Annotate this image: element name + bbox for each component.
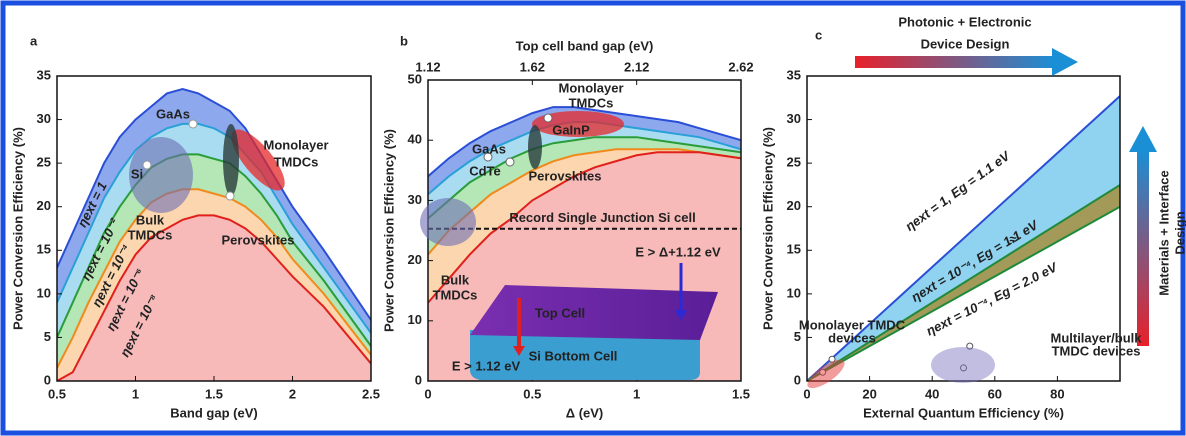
bulk-region: [420, 198, 476, 246]
y-tick-label: 0: [44, 372, 51, 387]
annotation: TMDCs: [569, 95, 614, 110]
annotation: GaAs: [472, 141, 506, 156]
annotation: Materials + Interface: [1156, 170, 1171, 295]
annotation: TMDCs: [433, 287, 478, 302]
x2-axis-title: Top cell band gap (eV): [516, 38, 654, 53]
annotation: Perovskites: [222, 232, 295, 247]
y-tick-label: 20: [408, 252, 422, 267]
arrow-head: [1052, 48, 1078, 76]
y-axis-title: Power Conversion Efficiency (%): [10, 127, 25, 330]
x-tick-label: 1: [132, 386, 139, 401]
x-tick-label: 20: [862, 386, 876, 401]
x2-tick-label: 1.12: [415, 59, 440, 74]
y-tick-label: 25: [787, 155, 801, 170]
y-tick-label: 30: [37, 111, 51, 126]
annotation: Top Cell: [535, 305, 585, 320]
y-tick-label: 10: [408, 312, 422, 327]
x-tick-label: 0: [424, 386, 431, 401]
annotation: Monolayer: [558, 80, 623, 95]
perovskite-region: [528, 125, 542, 169]
panel-letter: a: [30, 33, 38, 48]
design-arrow: [1137, 150, 1149, 346]
annotation: devices: [828, 330, 876, 345]
x2-tick-label: 2.62: [728, 59, 753, 74]
annotation: Bulk: [136, 212, 165, 227]
y-tick-label: 35: [37, 67, 51, 82]
x-tick-label: 60: [988, 386, 1002, 401]
x-tick-label: 1.5: [732, 386, 750, 401]
annotation: GaAs: [156, 106, 190, 121]
x-axis-title: External Quantum Efficiency (%): [863, 405, 1064, 420]
x2-tick-label: 2.12: [624, 59, 649, 74]
y-tick-label: 5: [44, 329, 51, 344]
panel-letter: c: [815, 27, 822, 42]
y-tick-label: 40: [408, 132, 422, 147]
material-point: [506, 158, 514, 166]
annotation: CdTe: [469, 163, 501, 178]
y-tick-label: 20: [37, 198, 51, 213]
reference-label: Record Single Junction Si cell: [509, 210, 695, 225]
y-tick-label: 0: [794, 372, 801, 387]
arrow-head: [1129, 126, 1157, 152]
multilayer-region: [931, 347, 995, 383]
y-tick-label: 35: [787, 67, 801, 82]
panel-letter: b: [400, 33, 408, 48]
material-point: [226, 192, 234, 200]
x-tick-label: 0: [803, 386, 810, 401]
y-tick-label: 10: [37, 285, 51, 300]
y-tick-label: 15: [37, 242, 51, 257]
y-tick-label: 10: [787, 285, 801, 300]
annotation: TMDC devices: [1052, 343, 1141, 358]
x-tick-label: 0.5: [48, 386, 66, 401]
design-arrow: [855, 56, 1055, 68]
material-point: [143, 161, 151, 169]
annotation: Design: [1172, 211, 1186, 254]
material-point: [189, 120, 197, 128]
x-tick-label: 1: [633, 386, 640, 401]
y-axis-title: Power Conversion Efficiency (%): [760, 127, 775, 330]
annotation: Monolayer: [263, 137, 328, 152]
annotation: Device Design: [921, 36, 1010, 51]
annotation: E > 1.12 eV: [452, 358, 521, 373]
x-tick-label: 2.5: [362, 386, 380, 401]
annotation: ≈: [1009, 231, 1016, 246]
x-axis-title: Band gap (eV): [170, 405, 257, 420]
y-axis-title: Power Conversion Efficiency (%): [381, 129, 396, 332]
y-tick-label: 0: [415, 372, 422, 387]
x-tick-label: 1.5: [205, 386, 223, 401]
annotation: E > Δ+1.12 eV: [635, 244, 721, 259]
y-tick-label: 20: [787, 198, 801, 213]
x-tick-label: 2: [289, 386, 296, 401]
y-tick-label: 25: [37, 155, 51, 170]
y-tick-label: 15: [787, 242, 801, 257]
annotation: TMDCs: [128, 227, 173, 242]
figure: 051015202530350.511.522.5Band gap (eV)Po…: [0, 0, 1186, 436]
y-tick-label: 30: [408, 192, 422, 207]
annotation: GaInP: [552, 122, 590, 137]
x2-tick-label: 1.62: [520, 59, 545, 74]
annotation: Bulk: [441, 272, 470, 287]
annotation: Perovskites: [529, 168, 602, 183]
x-tick-label: 40: [925, 386, 939, 401]
annotation: TMDCs: [274, 154, 319, 169]
x-tick-label: 80: [1050, 386, 1064, 401]
annotation: Photonic + Electronic: [898, 14, 1031, 29]
x-tick-label: 0.5: [523, 386, 541, 401]
x-axis-title: Δ (eV): [566, 405, 604, 420]
annotation: Si: [131, 166, 143, 181]
monolayer-region: [803, 355, 848, 393]
y-tick-label: 30: [787, 111, 801, 126]
material-point: [544, 114, 552, 122]
annotation: Si Bottom Cell: [529, 348, 618, 363]
perovskite-region: [223, 124, 239, 196]
